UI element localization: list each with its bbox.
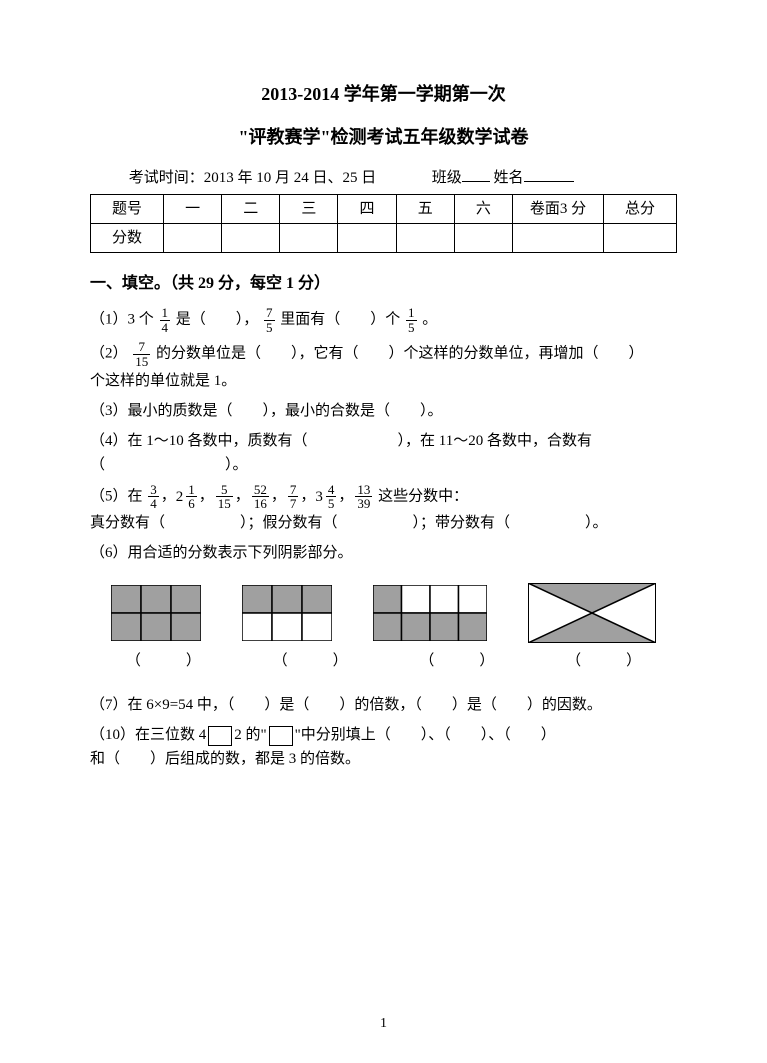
class-fill[interactable] [462, 181, 490, 182]
exam-date: 考试时间：2013 年 10 月 24 日、25 日 [129, 170, 377, 186]
question-4: （4）在 1～10 各数中，质数有（ ），在 11～20 各数中，合数有 （ ）… [90, 429, 677, 477]
question-2: （2） 715 的分数单位是（ ），它有（ ）个这样的分数单位，再增加（ ） 个… [90, 340, 677, 392]
score-cell[interactable] [454, 223, 512, 252]
score-cell[interactable] [222, 223, 280, 252]
score-cell[interactable] [396, 223, 454, 252]
question-1: （1）3 个 14 是（ ）， 75 里面有（ ）个 15 。 [90, 306, 677, 334]
question-3: （3）最小的质数是（ ），最小的合数是（ ）。 [90, 399, 677, 423]
q2-text: 的分数单位是（ ），它有（ ）个这样的分数单位，再增加（ ） [156, 346, 644, 362]
q1-text: 里面有（ ）个 [280, 312, 400, 328]
score-cell[interactable] [164, 223, 222, 252]
fraction: 715 [133, 340, 150, 368]
q10-text: 和（ ）后组成的数，都是 3 的倍数。 [90, 751, 360, 767]
q1-text: 。 [422, 312, 437, 328]
diagram-3 [373, 585, 487, 641]
diagram-2 [242, 585, 332, 641]
q5-text: 这些分数中： [378, 488, 468, 504]
page-number: 1 [0, 1013, 767, 1035]
th: 三 [280, 194, 338, 223]
exam-info: 考试时间：2013 年 10 月 24 日、25 日 班级 姓名 [90, 166, 677, 190]
answer-paren[interactable]: （ ） [273, 649, 348, 673]
score-cell[interactable] [338, 223, 396, 252]
fraction: 14 [160, 306, 171, 334]
diagram-row [90, 583, 677, 643]
question-5: （5）在 34，216，515，5216，77，345，1339 这些分数中： … [90, 483, 677, 535]
q4-text: （4）在 1～10 各数中，质数有（ ），在 11～20 各数中，合数有 [90, 433, 592, 449]
th: 五 [396, 194, 454, 223]
q2-text: （2） [90, 346, 128, 362]
score-cell[interactable] [280, 223, 338, 252]
th: 四 [338, 194, 396, 223]
q10-text: 2 的" [234, 727, 266, 743]
th: 二 [222, 194, 280, 223]
diagram-4 [528, 583, 656, 643]
row-label: 分数 [91, 223, 164, 252]
name-fill[interactable] [524, 181, 574, 182]
q4-text: （ ）。 [90, 457, 248, 473]
answer-paren[interactable]: （ ） [566, 649, 641, 673]
table-row: 分数 [91, 223, 677, 252]
q10-text: （10）在三位数 4 [90, 727, 206, 743]
q1-text: 是（ ）， [176, 312, 259, 328]
table-row: 题号 一 二 三 四 五 六 卷面3 分 总分 [91, 194, 677, 223]
th: 一 [164, 194, 222, 223]
fraction: 75 [264, 306, 275, 334]
q2-text: 个这样的单位就是 1。 [90, 373, 236, 389]
score-cell[interactable] [604, 223, 677, 252]
answer-paren[interactable]: （ ） [126, 649, 201, 673]
digit-box[interactable] [208, 726, 232, 746]
score-cell[interactable] [513, 223, 604, 252]
question-10: （10）在三位数 4 2 的" "中分别填上（ ）、（ ）、（ ） 和（ ）后组成的… [90, 723, 677, 771]
q5-text: 真分数有（ ）；假分数有（ ）；带分数有（ ）。 [90, 515, 608, 531]
question-6-head: （6）用合适的分数表示下列阴影部分。 [90, 541, 677, 565]
section-1-head: 一、填空。（共 29 分，每空 1 分） [90, 271, 677, 297]
name-label: 姓名 [494, 170, 524, 186]
fraction: 15 [406, 306, 417, 334]
th: 卷面3 分 [513, 194, 604, 223]
th: 总分 [604, 194, 677, 223]
q5-text: （5）在 [90, 488, 143, 504]
digit-box[interactable] [269, 726, 293, 746]
score-table: 题号 一 二 三 四 五 六 卷面3 分 总分 分数 [90, 194, 677, 253]
diagram-answers: （ ） （ ） （ ） （ ） [90, 649, 677, 673]
question-7: （7）在 6×9=54 中，（ ）是（ ）的倍数，（ ）是（ ）的因数。 [90, 693, 677, 717]
class-label: 班级 [432, 170, 462, 186]
q1-text: （1）3 个 [90, 312, 154, 328]
title-line-1: 2013-2014 学年第一学期第一次 [90, 80, 677, 109]
diagram-1 [111, 585, 201, 641]
title-line-2: "评教赛学"检测考试五年级数学试卷 [90, 123, 677, 152]
answer-paren[interactable]: （ ） [419, 649, 494, 673]
th: 六 [454, 194, 512, 223]
q10-text: "中分别填上（ ）、（ ）、（ ） [295, 727, 556, 743]
th: 题号 [91, 194, 164, 223]
